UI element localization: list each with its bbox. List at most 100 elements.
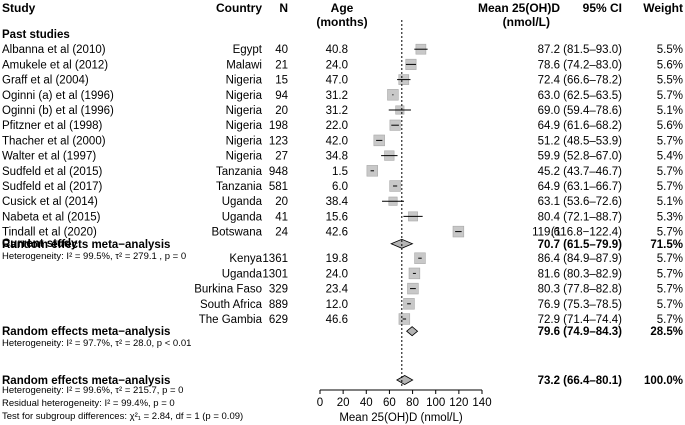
study-n: 123 xyxy=(269,135,288,147)
study-weight: 5.6% xyxy=(657,59,683,71)
study-n: 94 xyxy=(275,90,288,102)
study-age: 23.4 xyxy=(326,284,349,296)
study-country: Burkina Faso xyxy=(194,284,262,296)
study-name: Sudfeld et al (2015) xyxy=(2,166,103,178)
study-age: 46.6 xyxy=(326,314,348,326)
study-age: 15.6 xyxy=(326,211,348,223)
study-weight: 5.7% xyxy=(657,227,683,239)
study-age: 1.5 xyxy=(332,166,348,178)
study-ci: (84.9–87.9) xyxy=(563,253,622,265)
study-ci: (71.4–74.4) xyxy=(563,314,622,326)
header-age: Age xyxy=(331,1,354,15)
header-study: Study xyxy=(2,1,36,15)
overall-pooled-label: Random effects meta−analysis xyxy=(2,375,170,387)
study-n: 41 xyxy=(275,211,288,223)
study-country: The Gambia xyxy=(199,314,263,326)
study-ci: (116.8−122.4) xyxy=(551,227,622,239)
study-mean: 86.4 xyxy=(538,253,561,265)
study-n: 24 xyxy=(275,227,288,239)
study-weight: 5.7% xyxy=(657,284,683,296)
study-name: Pfitzner et al (1998) xyxy=(2,120,103,132)
study-n: 581 xyxy=(269,181,288,193)
study-country: South Africa xyxy=(200,299,263,311)
study-weight: 5.4% xyxy=(657,151,683,163)
study-n: 21 xyxy=(275,59,288,71)
study-mean: 87.2 xyxy=(538,44,560,56)
study-n: 198 xyxy=(269,120,288,132)
overall-note: Heterogeneity: I² = 99.6%, τ² = 215.7, p… xyxy=(2,385,183,396)
subgroup-title: Past studies xyxy=(2,29,70,41)
subgroup-pooled-diamond xyxy=(406,326,419,337)
study-n: 329 xyxy=(269,284,288,296)
study-ci: (77.8–82.8) xyxy=(563,284,622,296)
study-ci: (48.5–53.9) xyxy=(563,135,622,147)
header-n: N xyxy=(279,1,288,15)
study-ci: (66.6–78.2) xyxy=(563,75,622,87)
study-mean: 72.9 xyxy=(538,314,560,326)
study-mean: 78.6 xyxy=(538,59,560,71)
study-ci: (43.7–46.7) xyxy=(563,166,622,178)
study-name: Nabeta et al (2015) xyxy=(2,211,101,223)
study-n: 889 xyxy=(269,299,288,311)
study-mean: 80.3 xyxy=(538,284,560,296)
study-age: 22.0 xyxy=(326,120,348,132)
header-country: Country xyxy=(216,1,262,15)
study-age: 24.0 xyxy=(326,268,348,280)
x-tick-label: 0 xyxy=(317,397,323,409)
subgroup-pooled-label: Random effects meta−analysis xyxy=(2,239,170,251)
study-mean: 63.0 xyxy=(538,90,560,102)
study-country: Nigeria xyxy=(226,90,263,102)
study-age: 6.0 xyxy=(332,181,348,193)
x-tick-label: 120 xyxy=(449,397,468,409)
study-age: 31.2 xyxy=(326,90,348,102)
study-name: Walter et al (1997) xyxy=(2,151,96,163)
subgroup-pooled-mean: 79.6 xyxy=(538,326,560,338)
study-age: 42.6 xyxy=(326,227,348,239)
x-tick-label: 100 xyxy=(426,397,445,409)
study-age: 38.4 xyxy=(326,196,349,208)
overall-pooled-mean: 73.2 xyxy=(538,375,560,387)
study-country: Nigeria xyxy=(226,105,263,117)
study-weight: 5.7% xyxy=(657,181,683,193)
overall-pooled-diamond xyxy=(396,375,414,385)
overall-pooled-weight: 100.0% xyxy=(644,375,683,387)
study-n: 15 xyxy=(275,75,288,87)
study-ci: (74.2–83.0) xyxy=(563,59,622,71)
study-name: Amukele et al (2012) xyxy=(2,59,108,71)
study-weight: 5.1% xyxy=(657,105,683,117)
study-mean: 64.9 xyxy=(538,181,560,193)
study-name: Graff et al (2004) xyxy=(2,75,89,87)
study-country: Uganda xyxy=(222,268,263,280)
study-weight: 5.3% xyxy=(657,211,683,223)
study-weight: 5.7% xyxy=(657,90,683,102)
study-n: 629 xyxy=(269,314,288,326)
study-age: 34.8 xyxy=(326,151,348,163)
header-ci: 95% CI xyxy=(583,1,622,15)
study-n: 948 xyxy=(269,166,288,178)
study-mean: 81.6 xyxy=(538,268,560,280)
study-ci: (61.6–68.2) xyxy=(563,120,622,132)
study-mean: 64.9 xyxy=(538,120,560,132)
study-mean: 69.0 xyxy=(538,105,560,117)
study-age: 42.0 xyxy=(326,135,348,147)
study-country: Uganda xyxy=(222,211,263,223)
study-ci: (80.3–82.9) xyxy=(563,268,622,280)
subgroup-pooled-label: Random effects meta−analysis xyxy=(2,326,170,338)
study-n: 27 xyxy=(275,151,288,163)
study-weight: 5.7% xyxy=(657,253,683,265)
study-mean: 63.1 xyxy=(538,196,560,208)
study-ci: (52.8–67.0) xyxy=(563,151,622,163)
study-n: 40 xyxy=(275,44,288,56)
study-mean: 45.2 xyxy=(538,166,560,178)
study-country: Tanzania xyxy=(216,166,263,178)
subgroup-pooled-diamond xyxy=(390,238,414,249)
study-weight: 5.1% xyxy=(657,196,683,208)
header-weight: Weight xyxy=(643,1,683,15)
study-mean: 76.9 xyxy=(538,299,560,311)
study-country: Malawi xyxy=(226,59,262,71)
study-name: Oginni (b) et al (1996) xyxy=(2,105,114,117)
subgroup-pooled-ci: (61.5–79.9) xyxy=(563,239,622,251)
study-country: Tanzania xyxy=(216,181,263,193)
study-ci: (81.5–93.0) xyxy=(563,44,622,56)
